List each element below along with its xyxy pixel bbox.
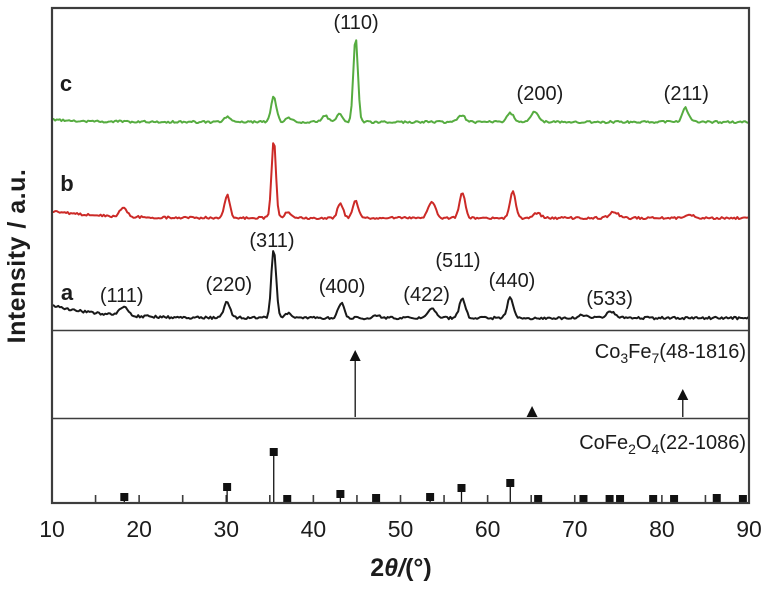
cofe2o4-square-marker xyxy=(426,493,435,501)
cofe2o4-square-marker xyxy=(738,495,747,503)
peak-label-111: (111) xyxy=(100,285,144,307)
peak-label-511: (511) xyxy=(435,250,480,272)
cofe2o4-square-marker xyxy=(616,495,625,503)
peak-label-200: (200) xyxy=(517,83,564,105)
x-tick-label: 50 xyxy=(388,516,414,542)
ref-label-part: CoFe xyxy=(579,432,629,454)
co3fe7-triangle-marker xyxy=(526,406,538,417)
cofe2o4-square-marker xyxy=(712,494,721,502)
trace-c xyxy=(51,39,749,125)
cofe2o4-square-marker xyxy=(283,495,292,503)
x-tick-label: 60 xyxy=(475,516,501,542)
cofe2o4-square-marker xyxy=(336,490,345,498)
x-tick-label: 10 xyxy=(39,516,65,542)
cofe2o4-square-marker xyxy=(670,495,679,503)
peak-label-533: (533) xyxy=(586,288,633,310)
curve-label-a: a xyxy=(61,280,74,305)
ref-label-part: O xyxy=(635,432,652,454)
x-tick-label: 20 xyxy=(126,516,152,542)
x-axis-title: 2θ/(°) xyxy=(301,554,501,583)
x-tick-label: 30 xyxy=(213,516,239,542)
co3fe7-triangle-marker xyxy=(349,350,361,361)
cofe2o4-square-marker xyxy=(223,483,232,491)
cofe2o4-square-marker xyxy=(506,479,515,487)
co3fe7-reference-label: Co3Fe7(48-1816) xyxy=(595,340,746,370)
cofe2o4-square-marker xyxy=(534,495,543,503)
x-axis-title-slash: / xyxy=(398,554,406,582)
ref-label-part: Co xyxy=(594,341,621,363)
plot-frame xyxy=(50,6,751,505)
cofe2o4-square-marker xyxy=(579,495,588,503)
ref-label-part: (22-1086) xyxy=(659,432,746,454)
cofe2o4-square-marker xyxy=(269,448,278,456)
x-tick-label: 70 xyxy=(562,516,588,542)
ref-label-part: 7 xyxy=(651,350,660,366)
cofe2o4-square-marker xyxy=(120,493,129,501)
peak-label-422: (422) xyxy=(403,284,450,306)
ref-label-part: (48-1816) xyxy=(659,341,746,363)
peak-label-110: (110) xyxy=(333,12,378,34)
peak-label-220: (220) xyxy=(206,274,253,296)
curve-label-c: c xyxy=(60,71,72,96)
x-axis-title-part: 2 xyxy=(370,554,385,582)
peak-label-440: (440) xyxy=(489,270,536,292)
x-tick-label: 40 xyxy=(301,516,327,542)
x-axis-title-theta: θ xyxy=(384,554,399,582)
cofe2o4-square-marker xyxy=(605,495,614,503)
peak-label-211: (211) xyxy=(664,83,709,105)
x-axis-title-unit: (°) xyxy=(405,554,432,582)
cofe2o4-square-marker xyxy=(649,495,658,503)
ref-label-part: 2 xyxy=(628,441,636,457)
cofe2o4-reference-label: CoFe2O4(22-1086) xyxy=(579,431,746,461)
ref-label-part: Fe xyxy=(628,341,652,363)
ref-label-part: 3 xyxy=(620,350,629,366)
cofe2o4-square-marker xyxy=(372,494,381,502)
peak-label-400: (400) xyxy=(319,276,366,298)
trace-b xyxy=(51,142,749,221)
cofe2o4-square-marker xyxy=(457,484,466,492)
x-tick-label: 90 xyxy=(736,516,762,542)
peak-label-311: (311) xyxy=(249,230,294,252)
ref-label-part: 4 xyxy=(651,441,660,457)
trace-a xyxy=(51,250,749,321)
x-tick-label: 80 xyxy=(649,516,675,542)
curve-label-b: b xyxy=(60,171,73,196)
co3fe7-triangle-marker xyxy=(677,389,689,400)
y-axis-title: Intensity / a.u. xyxy=(3,168,31,344)
